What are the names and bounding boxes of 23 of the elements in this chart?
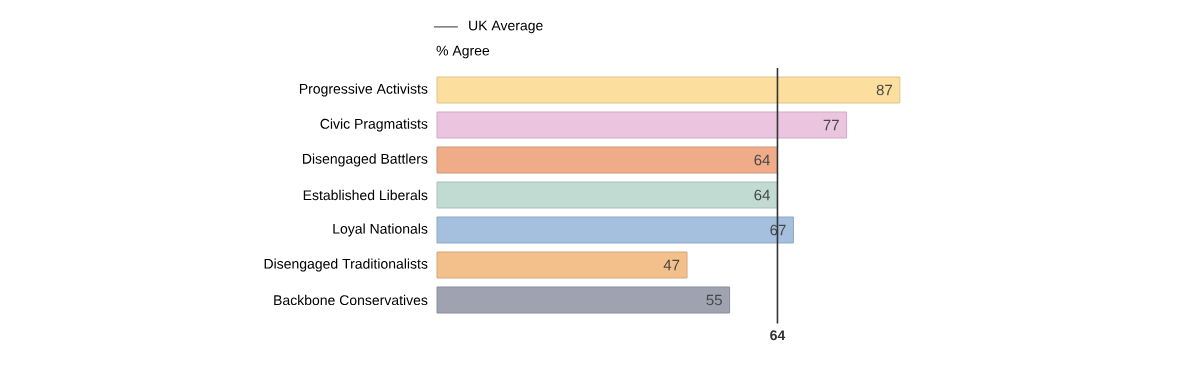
bar [436,286,731,314]
y-tick-label: Established Liberals [303,189,428,201]
bar [436,76,901,104]
data-label: 77 [823,119,839,131]
y-tick-label: Progressive Activists [299,83,428,97]
data-label: 47 [663,259,680,271]
data-label: 87 [876,84,892,96]
y-tick-label: Loyal Nationals [333,223,428,237]
y-tick-label: Civic Pragmatists [320,118,428,132]
data-label: 64 [754,154,770,166]
chart-subtitle: % Agree [436,45,490,59]
y-tick-label: Disengaged Traditionalists [264,258,428,272]
y-tick-label: Disengaged Battlers [303,153,428,167]
y-tick-label: Backbone Conservatives [274,294,428,306]
legend-label: UK Average [469,20,543,34]
bar [436,146,778,174]
bar [436,216,794,244]
bar [436,181,778,209]
text: 64 [770,330,786,341]
data-label: 64 [754,189,770,201]
bar [436,111,848,139]
data-label: 55 [706,294,722,306]
bar [436,251,688,279]
